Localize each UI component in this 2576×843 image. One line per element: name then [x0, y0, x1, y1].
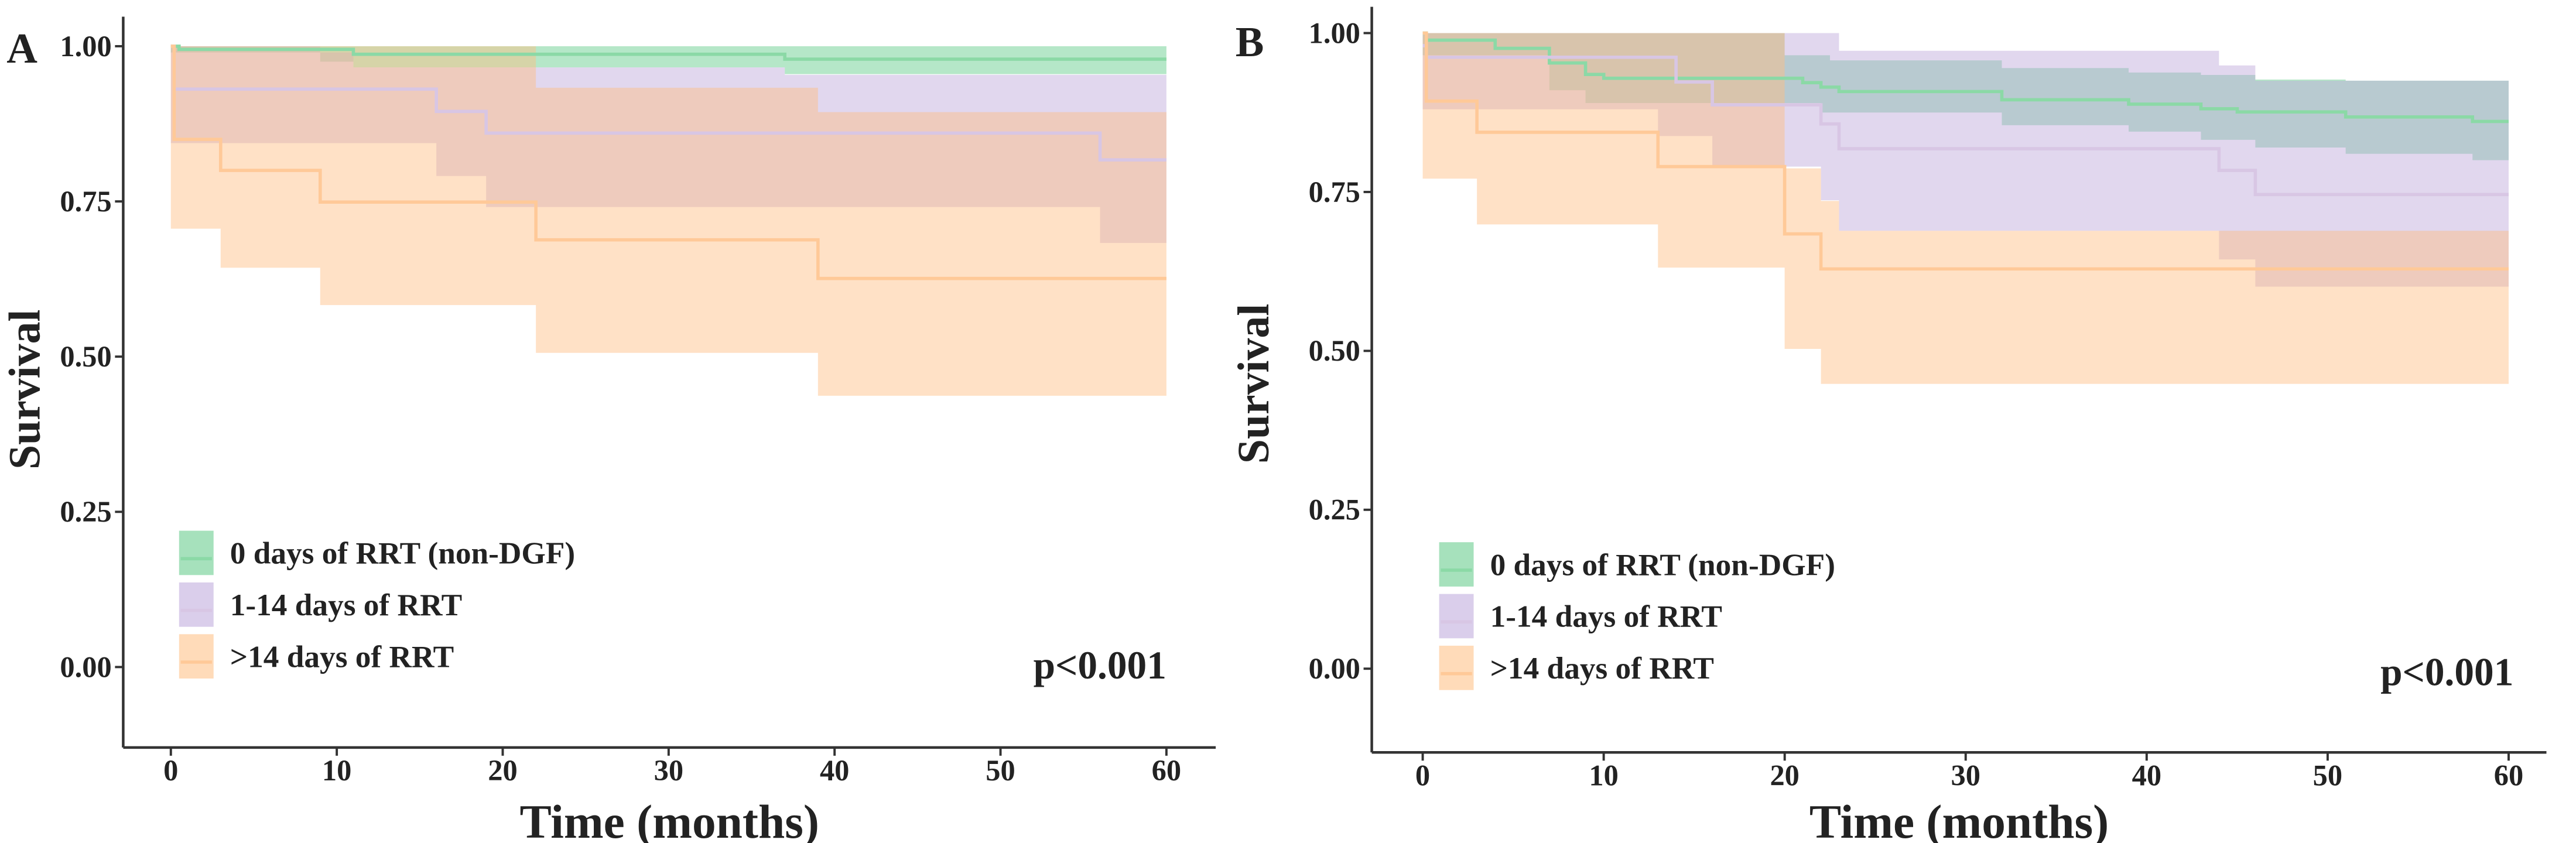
- legend-swatch: [179, 634, 214, 679]
- legend-item: 0 days of RRT (non-DGF): [1439, 542, 1835, 587]
- x-tick-label: 10: [322, 754, 351, 787]
- legend-item: 1-14 days of RRT: [1439, 594, 1722, 639]
- survival-line-series-1: [1422, 44, 2509, 197]
- survival-line-series-0: [170, 44, 1166, 61]
- legend-label: 0 days of RRT (non-DGF): [230, 536, 575, 571]
- x-axis-title: Time (months): [1809, 796, 2109, 843]
- y-tick-label: 0.75: [1309, 176, 1360, 208]
- y-axis-title: Survival: [1, 310, 49, 470]
- x-tick-label: 10: [1589, 759, 1618, 791]
- legend-swatch: [179, 530, 214, 575]
- ci-band-series-1: [1422, 33, 2509, 287]
- panel-letter: A: [6, 25, 37, 72]
- y-tick-label: 0.50: [60, 340, 111, 373]
- y-tick-label: 0.50: [1309, 334, 1360, 367]
- survival-line-series-2: [170, 44, 1166, 280]
- ci-band-series-2: [1422, 33, 2509, 384]
- panel-letter: B: [1236, 18, 1264, 66]
- x-tick-label: 60: [2494, 759, 2523, 791]
- x-axis-title: Time (months): [520, 796, 819, 843]
- legend-item: >14 days of RRT: [179, 634, 454, 679]
- legend-item: >14 days of RRT: [1439, 645, 1714, 690]
- legend-swatch: [1439, 594, 1474, 639]
- legend-label: 0 days of RRT (non-DGF): [1490, 547, 1835, 582]
- y-tick-label: 0.00: [60, 650, 111, 683]
- y-tick-label: 0.25: [60, 495, 111, 528]
- x-tick-label: 40: [820, 754, 849, 787]
- survival-line-series-2: [1422, 31, 2509, 271]
- x-tick-label: 20: [1770, 759, 1799, 791]
- panel-A: 0 10 20 30 40 50 60 0.00 0.25 0.50 0.75 1.00 Time (m…: [1, 16, 1216, 843]
- ci-band-series-0: [1422, 33, 2509, 160]
- x-tick-label: 30: [654, 754, 683, 787]
- survival-line-series-0: [1422, 31, 2509, 124]
- x-tick-label: 40: [2132, 759, 2161, 791]
- legend-item: 1-14 days of RRT: [179, 582, 462, 627]
- p-value-annotation: p<0.001: [2380, 650, 2513, 694]
- y-axis-title: Survival: [1230, 304, 1278, 464]
- y-tick-label: 0.25: [1309, 494, 1360, 526]
- x-tick-label: 20: [488, 754, 517, 787]
- panel-B: 0 10 20 30 40 50 60 0.00 0.25 0.50 0.75 1.00 Time (m…: [1230, 6, 2547, 843]
- y-tick-label: 1.00: [1309, 16, 1360, 49]
- x-tick-label: 60: [1152, 754, 1181, 787]
- legend-label: 1-14 days of RRT: [230, 588, 462, 622]
- legend-swatch: [1439, 542, 1474, 587]
- legend-swatch: [1439, 645, 1474, 690]
- legend-swatch: [179, 582, 214, 627]
- legend-item: 0 days of RRT (non-DGF): [179, 530, 575, 575]
- y-tick-label: 1.00: [60, 30, 111, 63]
- legend-label: 1-14 days of RRT: [1490, 599, 1722, 634]
- x-tick-label: 0: [1415, 759, 1430, 791]
- y-tick-label: 0.00: [1309, 652, 1360, 685]
- x-tick-label: 30: [1951, 759, 1980, 791]
- y-tick-label: 0.75: [60, 185, 111, 218]
- x-tick-label: 0: [163, 754, 178, 787]
- x-tick-label: 50: [2313, 759, 2342, 791]
- x-tick-label: 50: [986, 754, 1015, 787]
- ci-band-series-1: [170, 46, 1166, 244]
- legend-label: >14 days of RRT: [1490, 651, 1714, 686]
- p-value-annotation: p<0.001: [1034, 643, 1166, 687]
- legend-label: >14 days of RRT: [230, 639, 454, 674]
